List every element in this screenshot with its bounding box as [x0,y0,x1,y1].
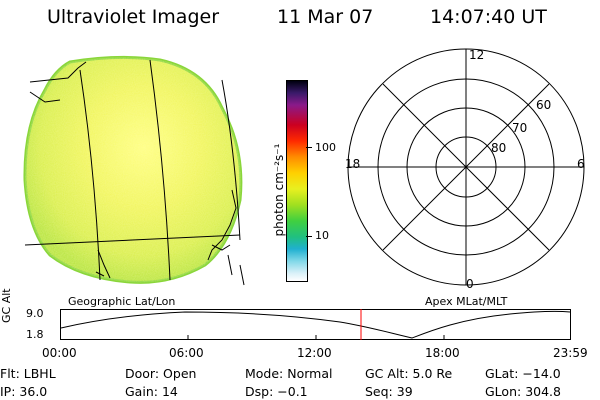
latitude-line [24,234,241,246]
altitude-xtick: 00:00 [42,346,77,360]
lat-label-70: 70 [512,121,528,135]
date-label: 11 Mar 07 [277,6,374,28]
altitude-xtick: 12:00 [297,346,332,360]
instrument-title: Ultraviolet Imager [47,6,220,28]
altitude-ytick-top: 9.0 [26,307,44,320]
colorbar-tick-label: 10 [315,229,329,242]
right-panel-title: Apex MLat/MLT [425,295,508,308]
altitude-xtick: 23:59 [553,346,588,360]
altitude-ytick-bottom: 1.8 [26,328,44,341]
lat-label-80: 80 [491,141,507,155]
status-gain: Gain: 14 [125,384,178,399]
status-gc-alt: GC Alt: 5.0 Re [365,366,453,381]
status-door: Door: Open [125,366,197,381]
status-flt: Flt: LBHL [0,366,56,381]
altitude-curve [60,310,571,339]
altitude-plot [60,309,571,340]
status-glon: GLon: 304.8 [485,384,561,399]
coastline [95,249,245,286]
mlt-label-0: 0 [466,277,474,291]
mlt-label-6: 6 [577,157,585,171]
status-glat: GLat: −14.0 [485,366,561,381]
altitude-xtick: 18:00 [425,346,460,360]
meridian-line [149,59,171,281]
meridian-line [221,79,241,241]
polar-plot [347,48,585,286]
meridian-line [79,69,101,281]
mlt-label-12: 12 [469,48,485,62]
colorbar-tick [306,236,312,237]
status-mode: Mode: Normal [245,366,333,381]
colorbar-label: photon cm⁻²s⁻¹ [272,143,286,237]
colorbar-tick [306,147,312,148]
altitude-xtick: 06:00 [169,346,204,360]
colorbar-tick-label: 100 [315,141,336,154]
mlt-label-18: 18 [345,157,361,171]
lat-label-60: 60 [536,98,552,112]
coastline [29,61,87,103]
earth-image [23,55,245,286]
colorbar [286,80,308,282]
status-dsp: Dsp: −0.1 [245,384,308,399]
status-ip: IP: 36.0 [0,384,48,399]
status-seq: Seq: 39 [365,384,413,399]
coastline [207,189,237,261]
time-label: 14:07:40 UT [430,6,547,28]
left-panel-title: Geographic Lat/Lon [68,295,176,308]
altitude-ylabel: GC Alt [0,288,13,323]
